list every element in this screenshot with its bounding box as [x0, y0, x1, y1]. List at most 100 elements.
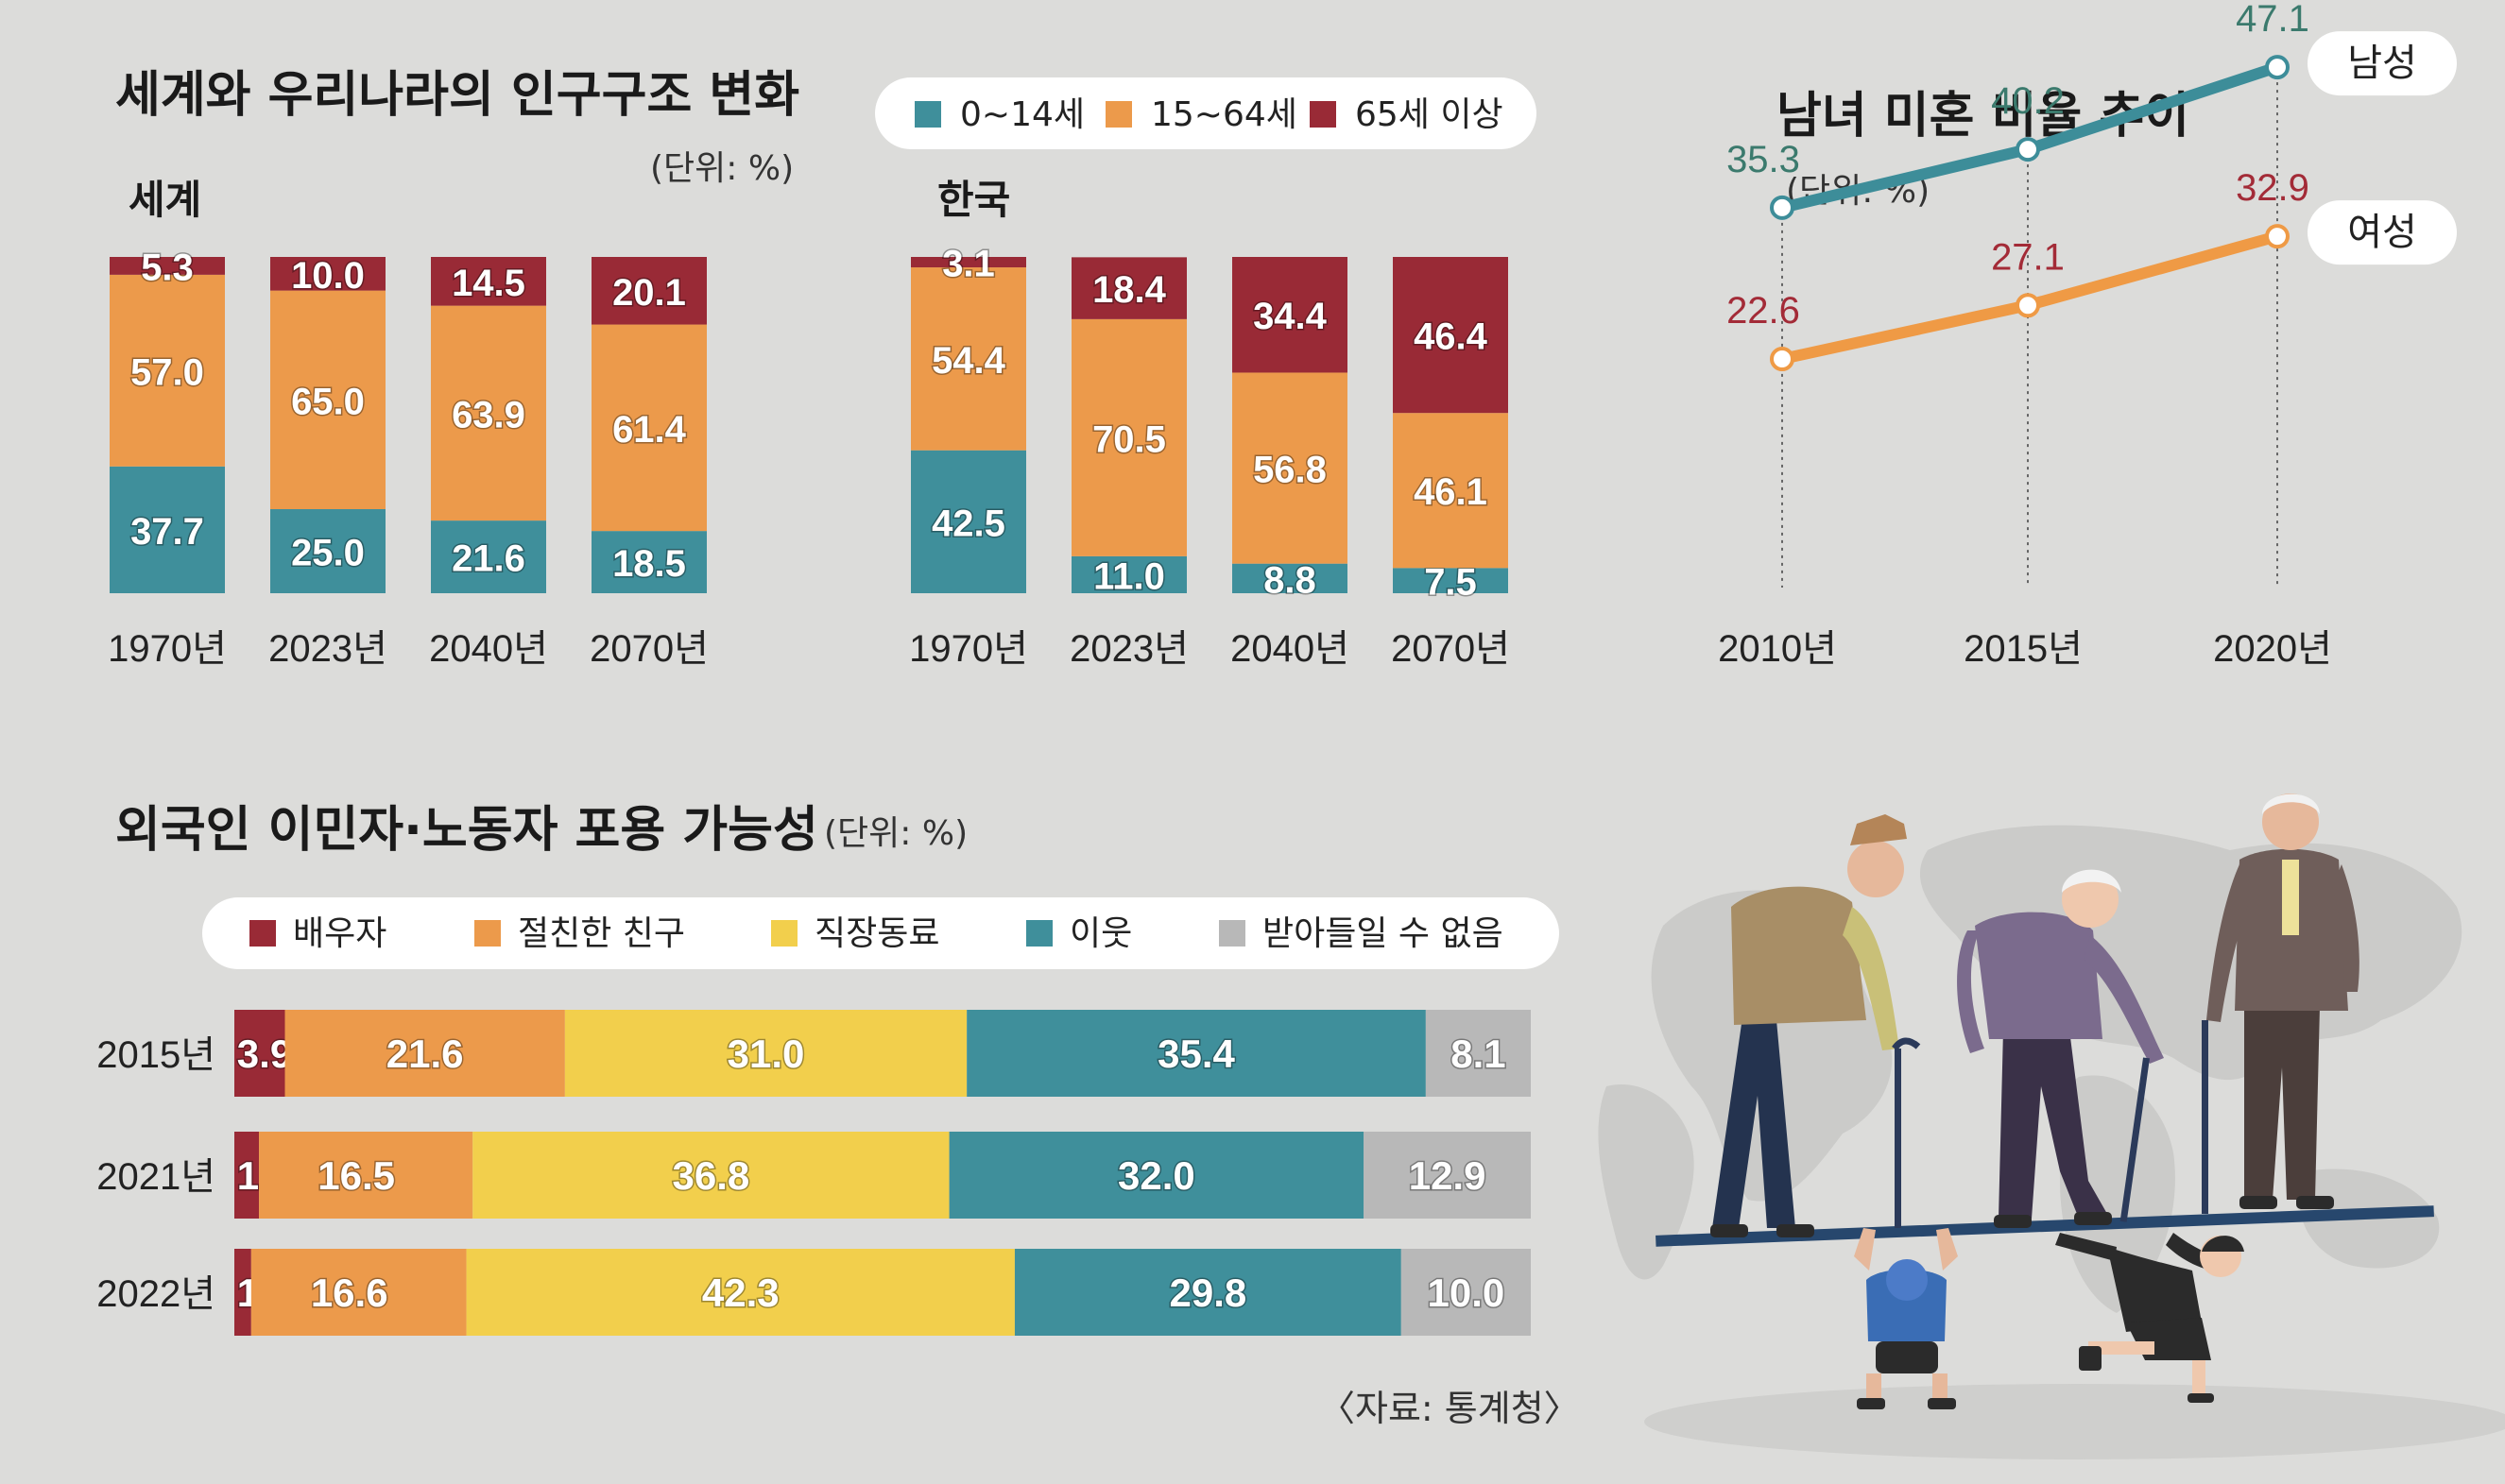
female-point-2020 — [2265, 224, 2290, 249]
world-label-2040-child: 21.6 — [452, 538, 525, 580]
world-year-2070: 2070년 — [590, 628, 709, 670]
acceptance-legend-label-neighbor: 이웃 — [1070, 914, 1132, 953]
korea-bar-2040-child — [1232, 563, 1347, 593]
acceptance-legend-label-friend: 절친한 친구 — [518, 914, 685, 953]
world-panel-label: 세계 — [129, 177, 201, 223]
world-bar-2040-child — [431, 520, 546, 593]
acceptance-bar-2022-friend — [250, 1249, 467, 1336]
world-label-2023-working: 65.0 — [291, 381, 365, 422]
world-year-1970: 1970년 — [108, 628, 227, 670]
world-label-1970-child: 37.7 — [130, 511, 204, 553]
woman-lifting — [2055, 1233, 2244, 1403]
korea-label-2040-child: 8.8 — [1263, 559, 1316, 601]
acceptance-bar-2015-coworker — [564, 1010, 968, 1097]
female-value-2015: 27.1 — [1991, 236, 2065, 278]
male-point-2015 — [2016, 137, 2040, 162]
acceptance-bar-2021-spouse — [234, 1132, 260, 1219]
legend-pill — [875, 77, 1536, 149]
floor-shadow — [1644, 1384, 2505, 1459]
korea-year-1970: 1970년 — [909, 628, 1028, 670]
korea-label-1970-elderly: 3.1 — [942, 244, 995, 285]
acceptance-legend-swatch-reject — [1219, 920, 1245, 947]
korea-label-2070-working: 46.1 — [1414, 471, 1487, 513]
korea-bar-2023-elderly — [1072, 257, 1187, 319]
acceptance-legend: 배우자 절친한 친구 직장동료 이웃 받아들일 수 없음 — [202, 897, 1559, 969]
line-year-2010: 2010년 — [1718, 628, 1837, 670]
acceptance-bar-2015-reject — [1425, 1010, 1531, 1097]
legend-swatch-working — [1106, 101, 1132, 128]
korea-label-2023-child: 11.0 — [1093, 555, 1165, 597]
korea-bar-2023-child — [1072, 555, 1187, 593]
world-bar-2070-child — [592, 531, 707, 593]
acceptance-bar-2022-reject — [1400, 1249, 1531, 1336]
acceptance-year-2015: 2015년 — [96, 1034, 215, 1076]
acceptance-chart-title: 외국인 이민자·노동자 포용 가능성 — [115, 802, 818, 859]
korea-year-2023: 2023년 — [1070, 628, 1189, 670]
acceptance-bar-2015-spouse — [234, 1010, 285, 1097]
acceptance-bar-2022-neighbor — [1014, 1249, 1401, 1336]
acceptance-label-2021-coworker: 36.8 — [673, 1153, 750, 1198]
korea-bar-2040-elderly — [1232, 257, 1347, 373]
acceptance-legend-pill — [202, 897, 1559, 969]
acceptance-bar-2015-neighbor — [967, 1010, 1426, 1097]
line-year-2015: 2015년 — [1964, 628, 2083, 670]
acceptance-unit: (단위: %) — [824, 814, 968, 853]
korea-label-2040-elderly: 34.4 — [1253, 296, 1328, 337]
world-bar-2023-working — [270, 290, 386, 509]
acceptance-label-2021-reject: 12.9 — [1409, 1153, 1486, 1198]
male-value-2015: 40.2 — [1991, 80, 2065, 122]
female-value-2010: 22.6 — [1726, 290, 1800, 332]
world-bar-2023-child — [270, 509, 386, 593]
acceptance-label-2015-spouse: 3.9 — [237, 1032, 292, 1076]
korea-bar-1970-child — [911, 450, 1026, 593]
acceptance-label-2015-coworker: 31.0 — [728, 1032, 805, 1076]
world-label-1970-elderly: 5.3 — [141, 247, 194, 288]
world-bar-2023-elderly — [270, 257, 386, 291]
korea-bar-2070-child — [1393, 568, 1508, 593]
legend-label-elderly: 65세 이상 — [1355, 95, 1503, 134]
line-year-2020: 2020년 — [2213, 628, 2332, 670]
male-series-tag — [2308, 31, 2457, 96]
acceptance-stacked-bars: 3.921.631.035.48.12015년1.916.536.832.012… — [96, 1010, 1531, 1336]
world-bar-1970-working — [110, 274, 225, 467]
world-label-2040-working: 63.9 — [452, 394, 525, 435]
acceptance-legend-label-coworker: 직장동료 — [815, 914, 939, 953]
legend-label-working: 15~64세 — [1151, 95, 1297, 134]
acceptance-label-2015-neighbor: 35.4 — [1158, 1032, 1235, 1076]
acceptance-label-2022-coworker: 42.3 — [702, 1271, 780, 1315]
acceptance-legend-swatch-spouse — [249, 920, 276, 947]
acceptance-bar-2021-friend — [259, 1132, 473, 1219]
male-series-name: 남성 — [2347, 42, 2417, 85]
female-series-tag — [2308, 200, 2457, 265]
korea-stacked-bars: 42.5 54.4 3.1 1970년 11.0 70.5 18.4 2023년 8.8 56.8… — [909, 242, 1510, 670]
legend-swatch-elderly — [1310, 101, 1336, 128]
female-value-2020: 32.9 — [2236, 167, 2309, 209]
world-label-2023-elderly: 10.0 — [291, 255, 365, 297]
female-point-2015 — [2016, 293, 2040, 318]
world-year-2023: 2023년 — [268, 628, 387, 670]
korea-bar-2070-elderly — [1393, 257, 1508, 414]
world-label-2023-child: 25.0 — [291, 533, 365, 574]
korea-bar-1970-working — [911, 267, 1026, 451]
population-structure-section: 세계와 우리나라의 인구구조 변화 (단위: %) 0~14세 15~64세 6… — [108, 67, 1536, 670]
acceptance-legend-swatch-coworker — [771, 920, 798, 947]
population-legend: 0~14세 15~64세 65세 이상 — [875, 77, 1536, 149]
acceptance-label-2022-friend: 16.6 — [311, 1271, 388, 1315]
world-bar-1970-elderly — [110, 257, 225, 275]
korea-label-2040-working: 56.8 — [1253, 450, 1327, 491]
world-label-2040-elderly: 14.5 — [452, 263, 525, 304]
acceptance-legend-label-reject: 받아들일 수 없음 — [1262, 914, 1503, 953]
world-year-2040: 2040년 — [429, 628, 548, 670]
korea-year-2070: 2070년 — [1391, 628, 1510, 670]
acceptance-label-2022-neighbor: 29.8 — [1169, 1271, 1246, 1315]
immigrant-acceptance-section: 외국인 이민자·노동자 포용 가능성 (단위: %) 배우자 절친한 친구 직장동료… — [96, 802, 1579, 1429]
elder-with-hat — [1710, 814, 1921, 1237]
korea-panel-label: 한국 — [937, 177, 1010, 223]
world-bar-2070-elderly — [592, 257, 707, 325]
world-bar-1970-child — [110, 466, 225, 593]
korea-year-2040: 2040년 — [1230, 628, 1349, 670]
korea-label-2023-elderly: 18.4 — [1092, 269, 1167, 311]
unmarried-ratio-section: 남녀 미혼 비율 추이 (단위: %) 2010년 2015년 2020년35.34… — [1718, 0, 2457, 670]
male-point-2010 — [1770, 195, 1794, 220]
young-person-lifting — [1854, 1228, 1958, 1409]
